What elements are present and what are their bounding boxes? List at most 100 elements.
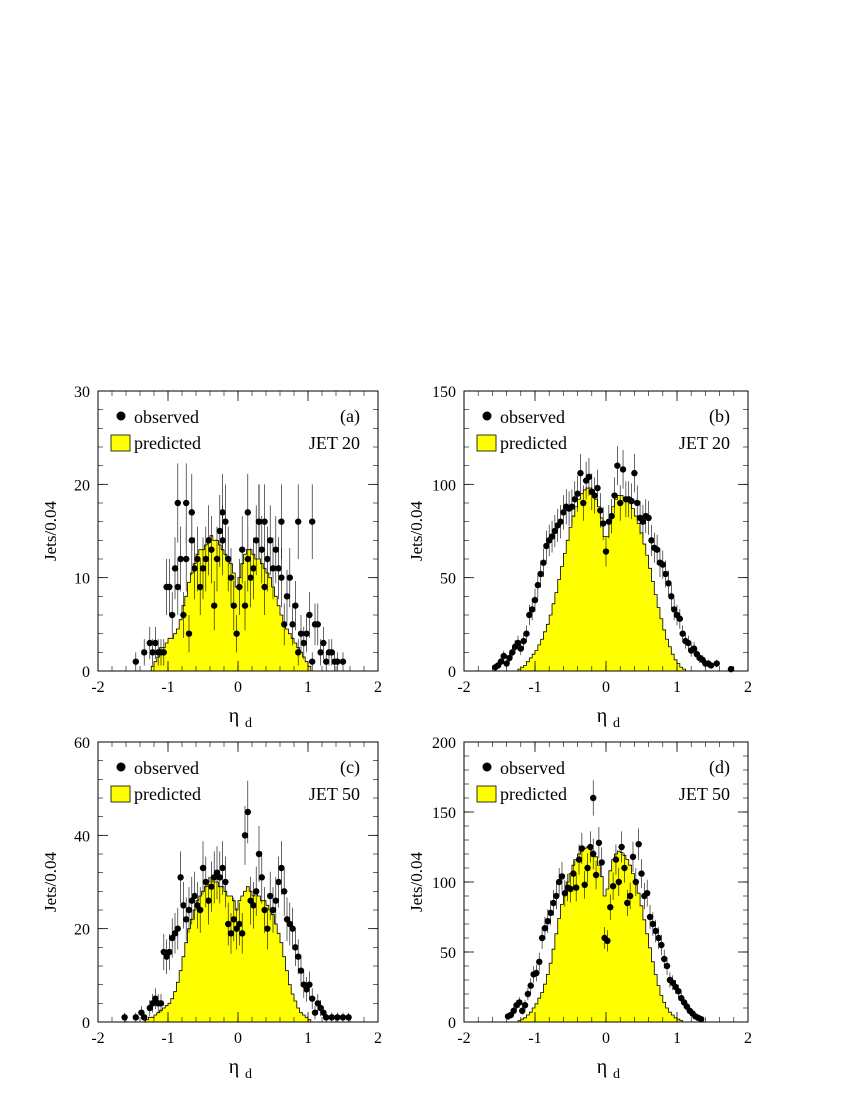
- observed-point: [619, 466, 627, 473]
- observed-point: [213, 555, 221, 563]
- observed-point: [323, 1014, 330, 1021]
- observed-point: [631, 469, 638, 477]
- observed-point: [675, 988, 682, 995]
- observed-point: [652, 927, 659, 935]
- legend-observed-label: observed: [134, 407, 199, 427]
- observed-point: [690, 645, 698, 652]
- observed-point: [317, 649, 324, 656]
- observed-point: [309, 518, 316, 525]
- panel-label: (a): [340, 406, 360, 427]
- observed-point: [174, 925, 181, 932]
- observed-point: [183, 916, 190, 923]
- legend-observed-marker: [116, 411, 126, 421]
- y-tick-label: 150: [432, 384, 456, 401]
- observed-point: [309, 995, 316, 1002]
- legend-predicted-label: predicted: [500, 433, 567, 453]
- observed-point: [275, 878, 282, 886]
- observed-point: [526, 611, 533, 619]
- observed-point: [267, 537, 274, 544]
- observed-point: [323, 658, 330, 665]
- x-axis-label-subscript: d: [245, 1067, 252, 1082]
- observed-point: [658, 941, 665, 949]
- observed-point: [497, 658, 505, 665]
- x-tick-label: -1: [161, 679, 174, 696]
- observed-point: [250, 565, 257, 572]
- x-axis-label: η: [597, 1056, 607, 1078]
- observed-point: [300, 981, 307, 988]
- observed-point: [230, 916, 237, 923]
- observed-point: [297, 967, 305, 974]
- x-tick-label: 0: [234, 1030, 242, 1047]
- observed-point: [661, 955, 668, 963]
- observed-point: [225, 920, 232, 928]
- legend-observed-label: observed: [134, 758, 199, 778]
- observed-point: [297, 630, 305, 637]
- observed-point: [500, 652, 507, 660]
- observed-point: [506, 654, 513, 662]
- observed-point: [233, 630, 240, 637]
- observed-point: [152, 995, 159, 1002]
- observed-point: [247, 897, 254, 904]
- observed-point: [149, 649, 156, 656]
- observed-point: [533, 969, 540, 977]
- observed-point: [561, 890, 569, 897]
- observed-point: [261, 583, 268, 591]
- observed-point: [132, 658, 139, 665]
- observed-point: [253, 888, 260, 895]
- y-tick-label: 100: [432, 477, 456, 494]
- observed-point: [177, 555, 184, 563]
- x-tick-label: 0: [602, 679, 610, 696]
- x-axis-label-subscript: d: [245, 716, 252, 731]
- observed-point: [199, 565, 207, 572]
- observed-point: [523, 630, 530, 637]
- observed-point: [334, 658, 341, 665]
- observed-point: [146, 639, 153, 647]
- observed-point: [216, 874, 223, 881]
- y-tick-label: 20: [74, 922, 90, 939]
- observed-point: [570, 870, 577, 877]
- observed-point: [553, 892, 560, 900]
- observed-point: [174, 583, 181, 591]
- observed-point: [295, 953, 302, 960]
- observed-point: [183, 499, 190, 507]
- x-tick-label: 1: [673, 679, 681, 696]
- observed-point: [132, 1014, 139, 1021]
- observed-point: [547, 909, 554, 916]
- observed-point: [244, 509, 251, 516]
- observed-point: [514, 639, 522, 647]
- x-tick-label: 1: [673, 1030, 681, 1047]
- observed-point: [244, 555, 251, 563]
- observed-point: [679, 630, 686, 637]
- observed-point: [278, 864, 285, 872]
- observed-point: [303, 986, 310, 993]
- observed-point: [292, 944, 299, 951]
- observed-point: [503, 660, 510, 667]
- x-tick-label: -1: [161, 1030, 174, 1047]
- observed-point: [645, 514, 652, 522]
- observed-point: [643, 890, 651, 897]
- observed-point: [239, 546, 246, 553]
- x-tick-label: -1: [528, 679, 541, 696]
- observed-point: [264, 555, 271, 563]
- observed-point: [587, 843, 594, 851]
- observed-point: [517, 645, 524, 652]
- observed-point: [247, 574, 254, 581]
- x-axis-label: η: [229, 1056, 239, 1078]
- observed-point: [241, 602, 249, 609]
- y-axis-label: Jets/0.04: [407, 852, 426, 912]
- observed-point: [617, 499, 624, 507]
- observed-point: [300, 639, 307, 647]
- observed-point: [612, 856, 620, 863]
- observed-point: [639, 518, 647, 525]
- observed-point: [286, 574, 293, 581]
- observed-point: [575, 856, 583, 863]
- observed-point: [655, 934, 662, 942]
- legend-predicted-swatch: [110, 434, 131, 452]
- observed-point: [261, 906, 268, 914]
- observed-point: [328, 1014, 335, 1021]
- observed-point: [599, 520, 607, 527]
- observed-point: [255, 518, 263, 525]
- observed-point: [171, 930, 179, 937]
- x-axis-label-subscript: d: [613, 1067, 620, 1082]
